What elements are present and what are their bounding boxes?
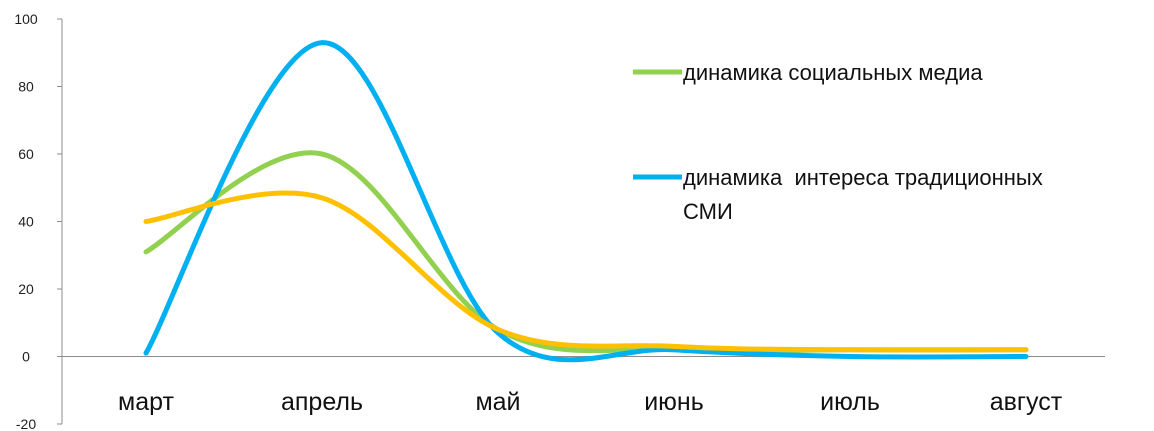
y-tick-label: 100 <box>14 11 38 27</box>
series-line-traditional-media <box>143 40 1029 363</box>
x-tick-label: июль <box>820 388 880 416</box>
x-tick-label: май <box>475 388 520 416</box>
y-tick-label: 20 <box>18 281 34 297</box>
y-tick-labels: 100 80 60 40 20 0 -20 <box>14 11 62 431</box>
y-tick-label: -20 <box>16 416 36 431</box>
y-tick-label: 60 <box>18 146 34 162</box>
x-tick-labels: март апрель май июнь июль август <box>118 388 1063 416</box>
legend-label-traditional-media: динамика интереса традиционных <box>683 165 1043 190</box>
y-tick-label: 80 <box>18 79 34 95</box>
x-tick-label: август <box>990 388 1063 416</box>
x-tick-label: апрель <box>281 388 363 416</box>
x-tick-label: март <box>118 388 174 416</box>
legend-label-social-media: динамика социальных медиа <box>683 60 983 85</box>
legend: динамика социальных медиа динамика интер… <box>633 60 1043 224</box>
y-tick-label: 40 <box>18 214 34 230</box>
y-tick-label: 0 <box>22 349 30 365</box>
legend-label-traditional-media-line2: СМИ <box>683 199 733 224</box>
series-line-yellow <box>143 190 1029 353</box>
x-tick-label: июнь <box>644 388 704 416</box>
series-lines <box>143 40 1029 363</box>
